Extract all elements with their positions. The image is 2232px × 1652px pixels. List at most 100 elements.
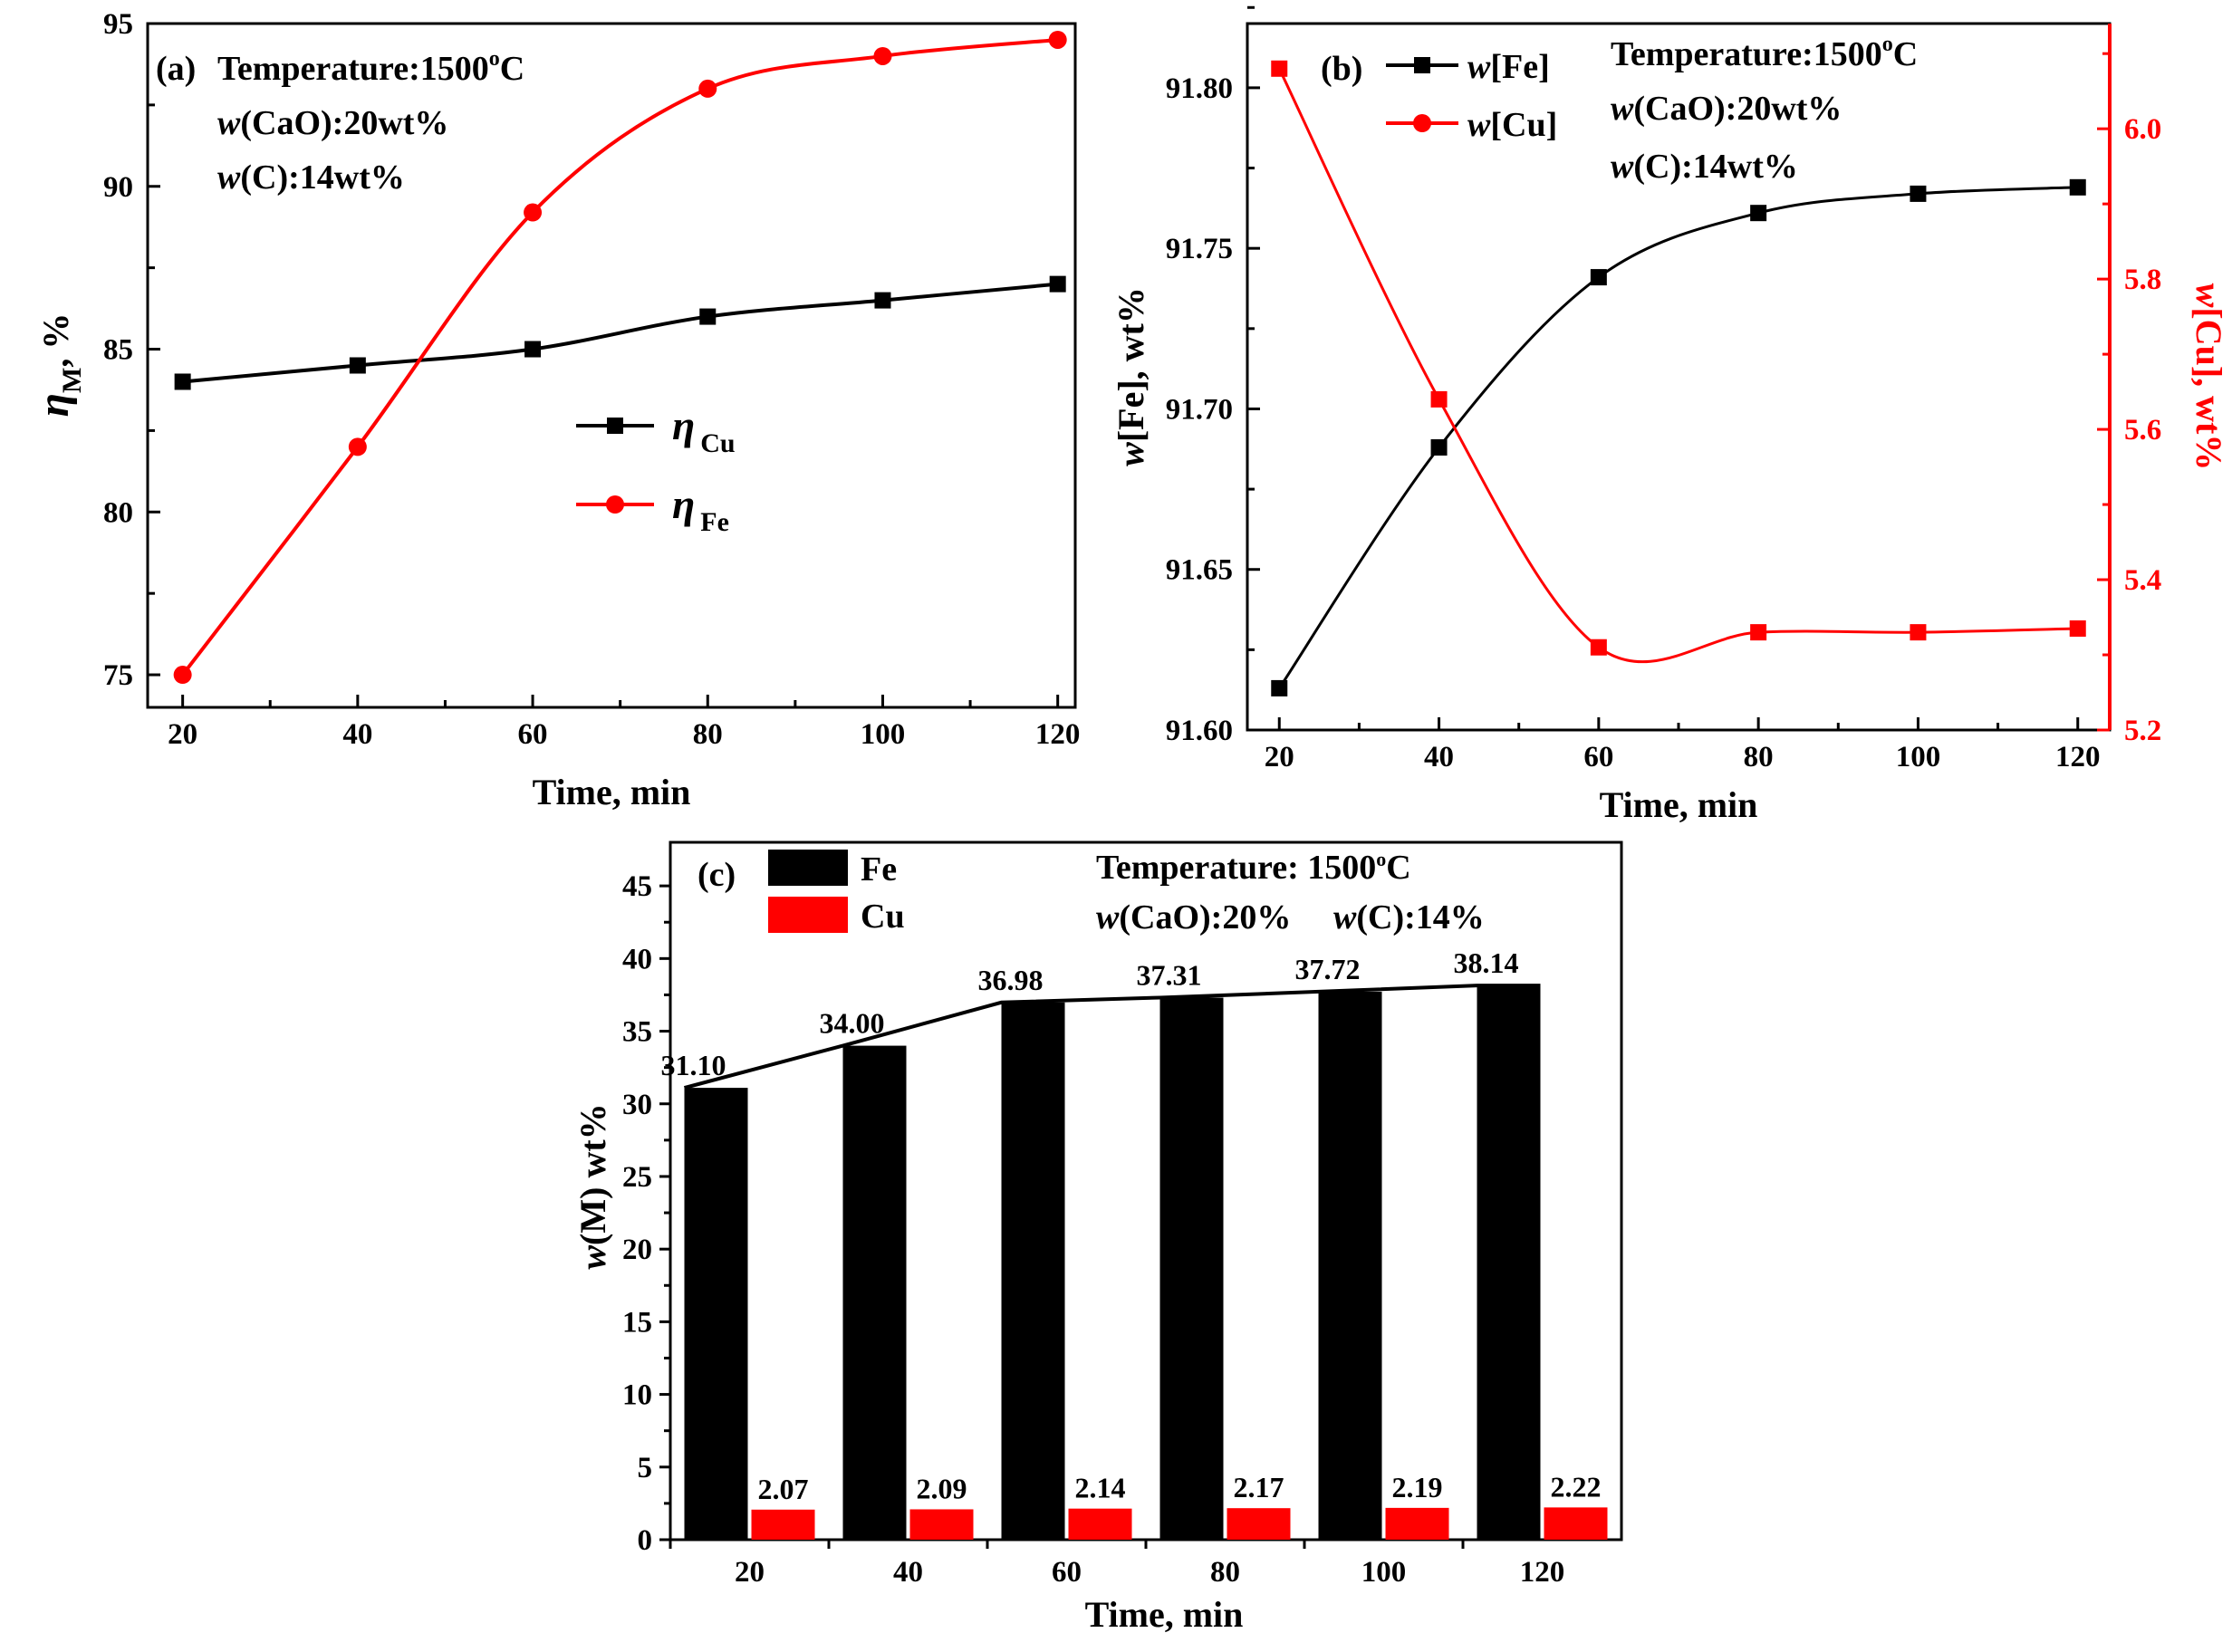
b-y-axis-label-left: w[Fe], wt%: [1111, 287, 1151, 466]
c-y-tick-label: 20: [622, 1234, 652, 1266]
a-data-point-cu: [874, 292, 891, 309]
a-x-tick-label: 40: [342, 718, 372, 751]
b-x-axis-label: Time, min: [1600, 784, 1758, 825]
a-series: [173, 30, 1067, 685]
c-data-label-cu: 2.07: [758, 1473, 809, 1505]
c-data-label-cu: 2.17: [1234, 1471, 1284, 1503]
c-legend-label-fe: Fe: [861, 850, 897, 888]
c-x-tick-label: 60: [1052, 1556, 1082, 1589]
a-data-point-cu: [349, 357, 366, 374]
a-data-point-cu: [524, 341, 542, 358]
c-legend-swatch-fe: [768, 850, 848, 886]
c-bar-cu: [1227, 1508, 1291, 1540]
a-x-tick-label: 80: [693, 718, 723, 751]
a-y-tick-label: 95: [103, 8, 133, 41]
a-x-axis-label: Time, min: [533, 772, 691, 812]
c-y-tick-label: 0: [638, 1524, 653, 1557]
c-bar-fe: [1001, 1002, 1065, 1540]
b-y-right-tick-label: 5.6: [2124, 414, 2161, 447]
c-data-label-fe: 37.72: [1295, 953, 1361, 985]
b-y-tick-label: 91.80: [1166, 72, 1233, 105]
b-annotation-cao: w(CaO):20wt%: [1611, 90, 1842, 128]
c-bar-fe: [1318, 991, 1382, 1540]
a-y-tick-label: 85: [103, 334, 133, 367]
c-data-label-cu: 2.22: [1551, 1470, 1602, 1503]
a-series-line-0: [182, 282, 1058, 384]
b-series: [1271, 60, 2086, 696]
a-data-point-fe: [348, 437, 367, 456]
b-y-tick-label: 91.65: [1166, 554, 1233, 587]
b-annotation-temperature: Temperature:1500oC: [1611, 33, 1918, 73]
b-x-tick-label: 20: [1265, 741, 1294, 773]
a-data-point-cu: [699, 308, 717, 325]
c-annotation-temperature: Temperature: 1500oC: [1096, 848, 1411, 887]
a-legend-marker-cu: [607, 418, 623, 434]
a-legend-marker-fe: [606, 495, 624, 514]
c-annotation-cao: w(CaO):20%: [1096, 898, 1291, 936]
b-data-point-fe: [1271, 679, 1288, 696]
b-y-tick-label: 91.70: [1166, 393, 1233, 426]
c-bar-cu: [1385, 1507, 1449, 1540]
b-y-right-tick-label: 6.0: [2124, 113, 2161, 146]
plot-frame-b: [1246, 22, 2112, 732]
b-x-tick-label: 60: [1583, 741, 1613, 773]
b-data-point-cu: [1750, 624, 1767, 641]
a-data-point-fe: [698, 79, 717, 98]
b-data-point-fe: [2069, 178, 2086, 196]
b-y-axis-label-right: w[Cu], wt%: [2189, 283, 2229, 471]
a-data-point-fe: [173, 666, 192, 685]
b-legend-label-fe: w[Fe]: [1467, 48, 1550, 86]
b-data-point-cu: [1590, 639, 1607, 656]
a-annotation-cao: w(CaO):20wt%: [217, 104, 448, 142]
b-data-point-cu: [1430, 390, 1448, 408]
b-panel-label: (b): [1321, 50, 1362, 88]
b-legend-marker-cu: [1413, 114, 1431, 132]
panel-c: 0 5 10 15 20 25 30 35 40 45 20 40 60 80 100 120 31.10 2.…: [572, 840, 1623, 1635]
c-bar-fe: [1159, 997, 1224, 1540]
b-x-tick-label: 80: [1744, 741, 1774, 773]
c-y-tick-label: 10: [622, 1379, 652, 1412]
a-y-tick-label: 75: [103, 659, 133, 692]
c-x-tick-label: 100: [1361, 1556, 1407, 1589]
a-annotation-temperature: Temperature:1500oC: [217, 47, 524, 88]
c-bar-cu: [751, 1509, 815, 1540]
c-ticks: 0 5 10 15 20 25 30 35 40 45 20 40 60 80 100 120: [622, 870, 1564, 1589]
c-bars: 31.10 2.07 34.00 2.09 36.98 2.14 37.31 2.17 37.7…: [661, 946, 1608, 1540]
b-legend: w[Fe] w[Cu]: [1386, 48, 1557, 144]
c-panel-label: (c): [698, 856, 736, 894]
a-ticks: 20 40 60 80 100 120 75 80 85 90 95: [103, 8, 1080, 751]
c-x-axis-label: Time, min: [1085, 1594, 1244, 1635]
c-y-axis-label: w(M) wt%: [572, 1103, 613, 1269]
c-bar-cu: [909, 1509, 974, 1540]
a-data-point-fe: [524, 203, 543, 222]
a-x-tick-label: 100: [861, 718, 906, 751]
a-x-tick-label: 60: [518, 718, 548, 751]
c-y-tick-label: 40: [622, 943, 652, 975]
a-data-point-cu: [174, 373, 191, 390]
panel-a: 20 40 60 80 100 120 75 80 85 90 95 (a) Temperature…: [30, 8, 1080, 812]
b-y-right-tick-label: 5.4: [2124, 564, 2161, 597]
c-y-tick-label: 45: [622, 870, 652, 903]
a-x-tick-label: 20: [168, 718, 197, 751]
a-legend: η Cu η Fe: [576, 402, 736, 537]
a-y-tick-label: 80: [103, 496, 133, 529]
b-x-tick-label: 100: [1896, 741, 1941, 773]
b-y-right-tick-label: 5.2: [2124, 715, 2161, 747]
a-data-point-fe: [873, 46, 892, 65]
a-data-point-cu: [1049, 275, 1066, 293]
c-data-label-fe: 34.00: [820, 1007, 885, 1040]
b-y-tick-label: 91.75: [1166, 233, 1233, 265]
c-data-label-fe: 37.31: [1137, 958, 1202, 991]
b-annotation-c: w(C):14wt%: [1611, 148, 1798, 186]
b-y-tick-label: 91.60: [1166, 715, 1233, 747]
c-bar-fe: [684, 1088, 748, 1540]
b-x-tick-label: 120: [2055, 741, 2101, 773]
c-x-tick-label: 40: [893, 1556, 923, 1589]
b-data-point-fe: [1750, 205, 1767, 222]
b-data-point-fe: [1430, 439, 1448, 456]
b-legend-label-cu: w[Cu]: [1467, 106, 1557, 144]
c-legend-label-cu: Cu: [861, 898, 905, 936]
a-y-tick-label: 90: [103, 171, 133, 204]
c-x-tick-label: 120: [1520, 1556, 1565, 1589]
